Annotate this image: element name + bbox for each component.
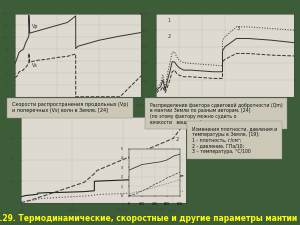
Text: Vs: Vs — [32, 63, 38, 68]
X-axis label: Глубина, км: Глубина, км — [145, 207, 164, 211]
X-axis label: Глубина, км: Глубина, км — [212, 109, 238, 113]
Text: 2: 2 — [167, 34, 171, 39]
Text: Vp: Vp — [32, 24, 38, 29]
Text: Изменения плотности, давления и
температуры в Земле, [19]:
1 - плотность, г/см³;: Изменения плотности, давления и температ… — [192, 126, 277, 154]
Text: 1: 1 — [167, 18, 171, 23]
Text: 2: 2 — [176, 137, 179, 142]
Text: 3: 3 — [236, 26, 240, 31]
Text: Рис. 2.29. Термодинамические, скоростные и другие параметры мантии Земли: Рис. 2.29. Термодинамические, скоростные… — [0, 214, 300, 223]
Text: Распределение фактора сдвиговой добротности (Qm)
в мантии Земли по разным автора: Распределение фактора сдвиговой добротно… — [150, 102, 283, 125]
Text: 3: 3 — [176, 186, 179, 191]
Text: Скорости распространения продольных (Vp)
и поперечных (Vs) волн в Земле, [24]: Скорости распространения продольных (Vp)… — [12, 102, 128, 113]
Text: 1: 1 — [176, 122, 179, 126]
X-axis label: Глубина, км: Глубина, км — [90, 215, 117, 219]
X-axis label: Глубина, км: Глубина, км — [65, 109, 91, 113]
